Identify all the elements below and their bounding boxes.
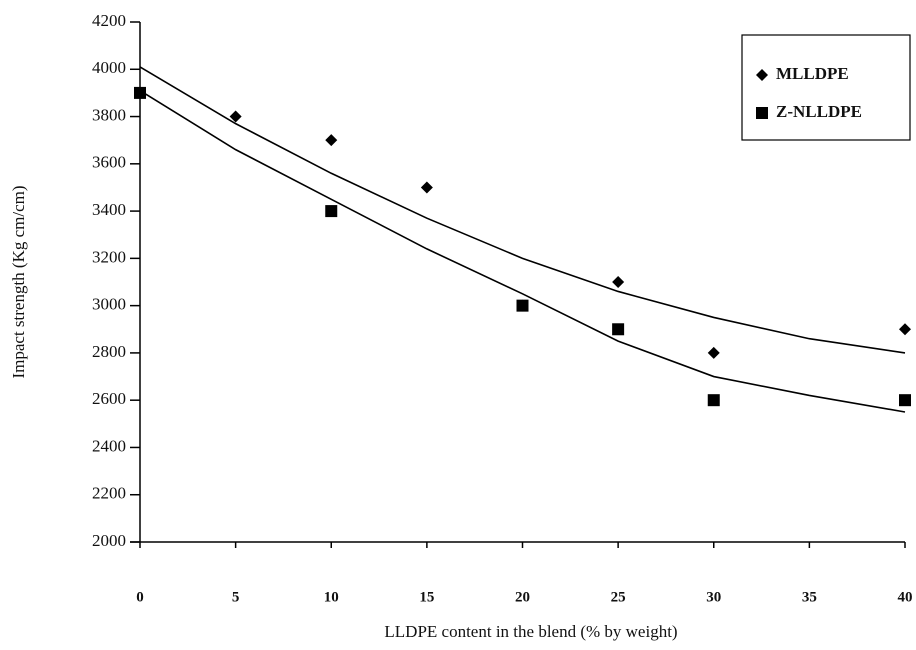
y-tick-label: 3800 [92,105,126,124]
y-tick-label: 4000 [92,58,126,77]
y-tick-label: 2800 [92,342,126,361]
data-point [707,346,720,359]
data-point [707,394,720,407]
x-tick-label: 5 [232,589,240,605]
legend-marker [756,69,768,81]
y-tick-label: 3400 [92,200,126,219]
legend-label: MLLDPE [776,64,849,83]
x-tick-label: 35 [802,589,817,605]
legend-marker [756,107,768,119]
data-point [325,205,338,218]
data-point [134,86,146,99]
data-point [516,299,529,312]
trend-line [139,89,906,413]
x-tick-label: 0 [136,589,144,605]
x-tick-label: 40 [898,589,913,605]
legend-label: Z-NLLDPE [776,102,862,121]
data-point [899,323,911,336]
trend-line [139,66,906,354]
legend-box [741,34,911,141]
x-tick-label: 10 [324,589,339,605]
y-tick-label: 2000 [92,531,126,550]
x-tick-label: 30 [706,589,721,605]
data-point [229,110,242,123]
y-tick-label: 3000 [92,295,126,314]
data-point [612,323,625,336]
y-tick-label: 2200 [92,484,126,503]
data-point [612,276,625,288]
y-tick-label: 2600 [92,389,126,408]
y-tick-label: 4200 [92,11,126,30]
x-axis-title: LLDPE content in the blend (% by weight) [384,622,677,641]
y-tick-label: 3600 [92,153,126,172]
data-point [420,181,433,194]
data-point [325,134,338,147]
data-point [899,394,911,407]
y-tick-label: 3200 [92,247,126,266]
x-tick-label: 20 [515,589,530,605]
x-tick-label: 25 [611,589,626,605]
x-tick-label: 15 [419,589,434,605]
y-axis-title: Impact strength (Kg cm/cm) [9,185,28,378]
y-tick-label: 2400 [92,436,126,455]
